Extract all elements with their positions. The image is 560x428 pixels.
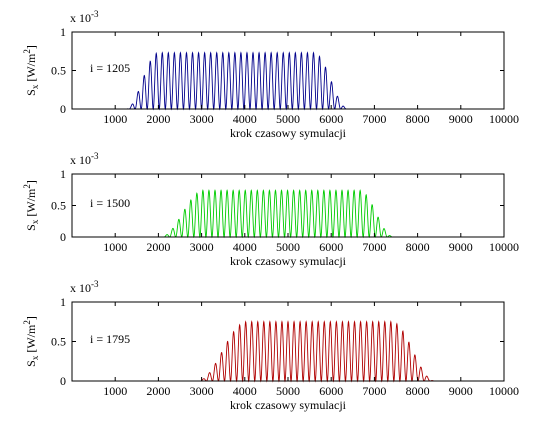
x-tick-label: 2000 [146,384,170,398]
x-axis-label: krok czasowy symulacji [230,398,347,412]
series-line-1 [128,320,504,383]
y-tick-label: 0 [60,374,66,388]
x-tick-label: 6000 [319,240,343,254]
panel-annotation: i = 1795 [90,332,130,346]
y-axis-label: Sx [W/m2] [22,316,40,367]
y-axis-label: Sx [W/m2] [22,45,40,96]
y-tick-label: 0.5 [51,64,66,78]
y-tick-label: 0 [60,230,66,244]
x-tick-label: 3000 [190,384,214,398]
panel-annotation: i = 1500 [90,196,130,210]
x-tick-label: 10000 [489,240,519,254]
y-tick-label: 1 [60,167,66,181]
x-tick-label: 4000 [233,240,257,254]
x-tick-label: 1000 [103,384,127,398]
y-tick-label: 0.5 [51,335,66,349]
x-tick-label: 7000 [362,240,386,254]
x-tick-label: 9000 [449,384,473,398]
x-tick-label: 10000 [489,384,519,398]
x-tick-label: 8000 [406,384,430,398]
x-tick-label: 6000 [319,384,343,398]
scale-factor-label: x 10-3 [70,9,99,25]
x-tick-label: 1000 [103,240,127,254]
x-tick-label: 9000 [449,112,473,126]
axes-frame [71,173,505,238]
x-tick-label: 8000 [406,112,430,126]
x-tick-label: 5000 [276,240,300,254]
x-tick-label: 8000 [406,240,430,254]
x-tick-label: 9000 [449,240,473,254]
x-tick-label: 4000 [233,112,257,126]
y-axis-label: Sx [W/m2] [22,180,40,231]
axes-frame [71,301,505,382]
x-tick-label: 2000 [146,240,170,254]
x-tick-label: 4000 [233,384,257,398]
scale-factor-label: x 10-3 [70,279,99,295]
y-tick-label: 0.5 [51,199,66,213]
x-axis-label: krok czasowy symulacji [230,254,347,268]
x-tick-label: 7000 [362,112,386,126]
x-tick-label: 2000 [146,112,170,126]
x-tick-label: 5000 [276,112,300,126]
x-tick-label: 1000 [103,112,127,126]
x-tick-label: 7000 [362,384,386,398]
series-line-1 [115,189,500,239]
x-tick-label: 5000 [276,384,300,398]
x-tick-label: 6000 [319,112,343,126]
chart-panel-2: 1000 2000 3000 4000 5000 6000 7000 8000 9000 1000… [22,151,519,268]
x-axis-label: krok czasowy symulacji [230,126,347,140]
x-tick-label: 3000 [190,112,214,126]
x-tick-label: 10000 [489,112,519,126]
x-tick-label: 3000 [190,240,214,254]
chart-panel-3: 1000 2000 3000 4000 5000 6000 7000 8000 9000 1000… [22,279,519,412]
y-tick-label: 1 [60,295,66,309]
y-tick-label: 1 [60,25,66,39]
scale-factor-label: x 10-3 [70,151,99,167]
y-tick-label: 0 [60,102,66,116]
series-line-1 [97,51,366,111]
chart-panel-1: 1000 2000 3000 4000 5000 6000 7000 8000 9000 1000… [22,9,519,140]
panel-annotation: i = 1205 [90,61,130,75]
